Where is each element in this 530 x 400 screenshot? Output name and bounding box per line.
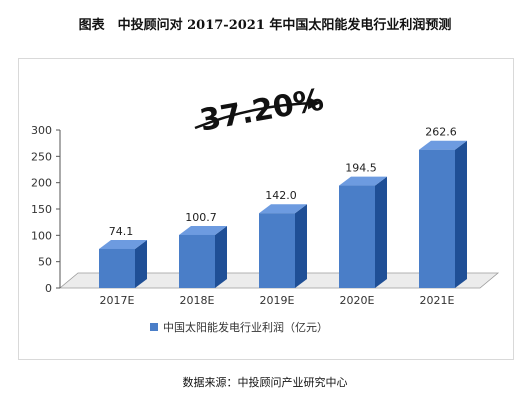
legend: 中国太阳能发电行业利润（亿元）	[150, 320, 328, 334]
bar-side	[135, 239, 147, 288]
growth-label: 37.20%	[197, 82, 326, 138]
y-tick-label: 250	[31, 150, 52, 163]
bar-side	[455, 140, 467, 288]
x-tick-label: 2018E	[180, 294, 215, 307]
y-tick-label: 100	[31, 229, 52, 242]
bar-2020E	[339, 176, 387, 288]
data-label: 142.0	[265, 189, 297, 202]
x-tick-label: 2019E	[260, 294, 295, 307]
bar-side	[375, 176, 387, 288]
x-tick-label: 2017E	[100, 294, 135, 307]
bar-top	[419, 140, 467, 150]
bar-side	[215, 225, 227, 288]
bar-front	[259, 213, 295, 288]
bar-side	[295, 204, 307, 288]
bar-top	[179, 225, 227, 235]
bar-front	[419, 149, 455, 288]
x-tick-label: 2021E	[420, 294, 455, 307]
data-label: 262.6	[425, 126, 457, 139]
y-tick-label: 150	[31, 203, 52, 216]
bar-front	[99, 248, 135, 288]
chart-title: 图表 中投顾问对 2017-2021 年中国太阳能发电行业利润预测	[78, 18, 452, 33]
bar-front	[179, 234, 215, 288]
growth-arrow	[194, 96, 321, 130]
bar-top	[259, 204, 307, 214]
data-label: 194.5	[345, 162, 377, 175]
data-source: 数据来源：中投顾问产业研究中心	[182, 376, 348, 389]
bar-2017E	[99, 239, 147, 288]
bar-top	[99, 239, 147, 249]
data-label: 74.1	[109, 225, 134, 238]
legend-swatch	[150, 323, 158, 331]
bar-2021E	[419, 140, 467, 288]
data-label: 100.7	[185, 211, 217, 224]
bar-2019E	[259, 204, 307, 288]
y-tick-label: 300	[31, 124, 52, 137]
legend-label: 中国太阳能发电行业利润（亿元）	[163, 320, 328, 334]
y-tick-label: 200	[31, 177, 52, 190]
bar-2018E	[179, 225, 227, 288]
bar-front	[339, 185, 375, 288]
y-tick-label: 50	[38, 256, 52, 269]
y-tick-label: 0	[45, 282, 52, 295]
x-tick-label: 2020E	[340, 294, 375, 307]
bar-top	[339, 176, 387, 186]
